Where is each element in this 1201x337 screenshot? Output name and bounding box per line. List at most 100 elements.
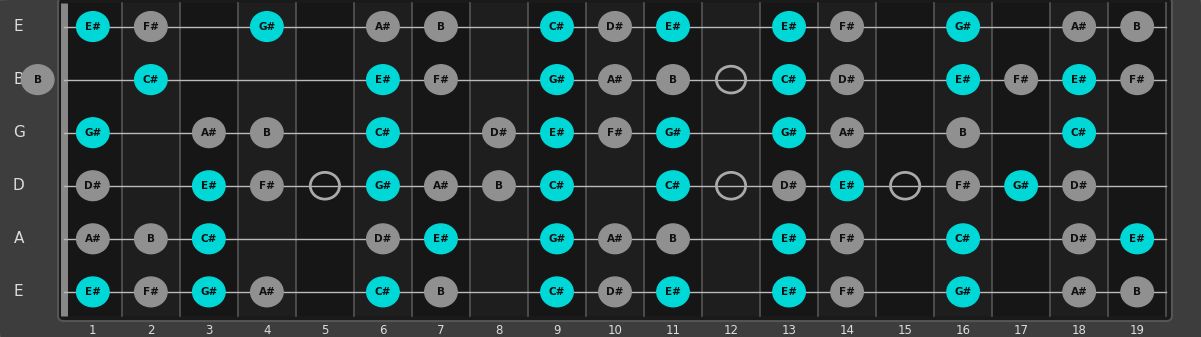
- Bar: [412, 3, 470, 316]
- Text: E#: E#: [839, 181, 855, 191]
- Bar: [760, 3, 818, 316]
- Circle shape: [1063, 118, 1095, 148]
- Bar: [876, 3, 934, 316]
- Circle shape: [1063, 277, 1095, 307]
- Text: F#: F#: [259, 181, 275, 191]
- Bar: [934, 3, 992, 316]
- Bar: [295, 3, 354, 316]
- Text: E#: E#: [1071, 74, 1087, 85]
- Text: B: B: [147, 234, 155, 244]
- Circle shape: [135, 224, 167, 254]
- Text: E#: E#: [375, 74, 390, 85]
- Text: 3: 3: [205, 324, 213, 337]
- Text: E#: E#: [665, 287, 681, 297]
- Text: A#: A#: [838, 128, 855, 138]
- Text: C#: C#: [955, 234, 972, 244]
- Text: B: B: [1134, 287, 1141, 297]
- Circle shape: [1121, 12, 1153, 41]
- Circle shape: [831, 12, 864, 41]
- Circle shape: [192, 224, 225, 254]
- Text: D#: D#: [781, 181, 797, 191]
- Circle shape: [192, 277, 225, 307]
- Circle shape: [251, 12, 283, 41]
- Text: F#: F#: [955, 181, 972, 191]
- Text: A: A: [13, 231, 24, 246]
- Text: E: E: [13, 284, 23, 299]
- Text: F#: F#: [143, 22, 159, 32]
- Bar: [586, 3, 644, 316]
- Text: B: B: [669, 74, 677, 85]
- Circle shape: [657, 12, 689, 41]
- Circle shape: [135, 65, 167, 94]
- Text: B: B: [669, 234, 677, 244]
- Circle shape: [946, 118, 979, 148]
- Text: 7: 7: [437, 324, 444, 337]
- Bar: [1109, 3, 1166, 316]
- Text: E#: E#: [434, 234, 449, 244]
- Text: E: E: [13, 19, 23, 34]
- Circle shape: [1005, 65, 1038, 94]
- Text: B: B: [495, 181, 503, 191]
- Text: F#: F#: [434, 74, 449, 85]
- Circle shape: [22, 65, 54, 94]
- Text: D#: D#: [607, 22, 623, 32]
- Circle shape: [831, 224, 864, 254]
- Text: D#: D#: [490, 128, 508, 138]
- Text: G#: G#: [201, 287, 217, 297]
- Bar: [703, 3, 760, 316]
- Text: 15: 15: [897, 324, 913, 337]
- Circle shape: [772, 118, 806, 148]
- Circle shape: [599, 118, 632, 148]
- Circle shape: [657, 277, 689, 307]
- Text: C#: C#: [781, 74, 797, 85]
- Circle shape: [366, 224, 399, 254]
- Text: E#: E#: [781, 234, 797, 244]
- Text: A#: A#: [201, 128, 217, 138]
- Text: F#: F#: [839, 22, 855, 32]
- Text: 13: 13: [782, 324, 796, 337]
- Text: C#: C#: [1071, 128, 1087, 138]
- Text: A#: A#: [607, 234, 623, 244]
- Circle shape: [540, 277, 573, 307]
- Circle shape: [77, 224, 109, 254]
- Circle shape: [540, 65, 573, 94]
- Circle shape: [540, 224, 573, 254]
- Text: G#: G#: [549, 74, 566, 85]
- Text: E#: E#: [955, 74, 972, 85]
- Circle shape: [425, 224, 458, 254]
- Circle shape: [1063, 12, 1095, 41]
- Circle shape: [772, 65, 806, 94]
- Text: G#: G#: [549, 234, 566, 244]
- Circle shape: [1005, 171, 1038, 201]
- Circle shape: [366, 12, 399, 41]
- Text: D#: D#: [1070, 234, 1088, 244]
- Text: D#: D#: [1070, 181, 1088, 191]
- Text: C#: C#: [375, 128, 392, 138]
- Circle shape: [946, 12, 979, 41]
- Text: D: D: [13, 178, 24, 193]
- Text: D#: D#: [607, 287, 623, 297]
- Circle shape: [657, 118, 689, 148]
- Text: 12: 12: [723, 324, 739, 337]
- Text: C#: C#: [201, 234, 217, 244]
- Text: F#: F#: [839, 287, 855, 297]
- Circle shape: [772, 171, 806, 201]
- Circle shape: [366, 277, 399, 307]
- Text: 2: 2: [147, 324, 155, 337]
- Bar: [121, 3, 180, 316]
- Circle shape: [77, 12, 109, 41]
- Circle shape: [77, 277, 109, 307]
- Text: F#: F#: [143, 287, 159, 297]
- Circle shape: [251, 277, 283, 307]
- Bar: [528, 3, 586, 316]
- Circle shape: [657, 171, 689, 201]
- Text: 4: 4: [263, 324, 270, 337]
- Text: E#: E#: [549, 128, 564, 138]
- Text: C#: C#: [549, 287, 566, 297]
- Text: E#: E#: [85, 22, 101, 32]
- Text: B: B: [263, 128, 271, 138]
- Circle shape: [1063, 171, 1095, 201]
- Text: 14: 14: [839, 324, 855, 337]
- Text: G#: G#: [84, 128, 101, 138]
- Circle shape: [599, 224, 632, 254]
